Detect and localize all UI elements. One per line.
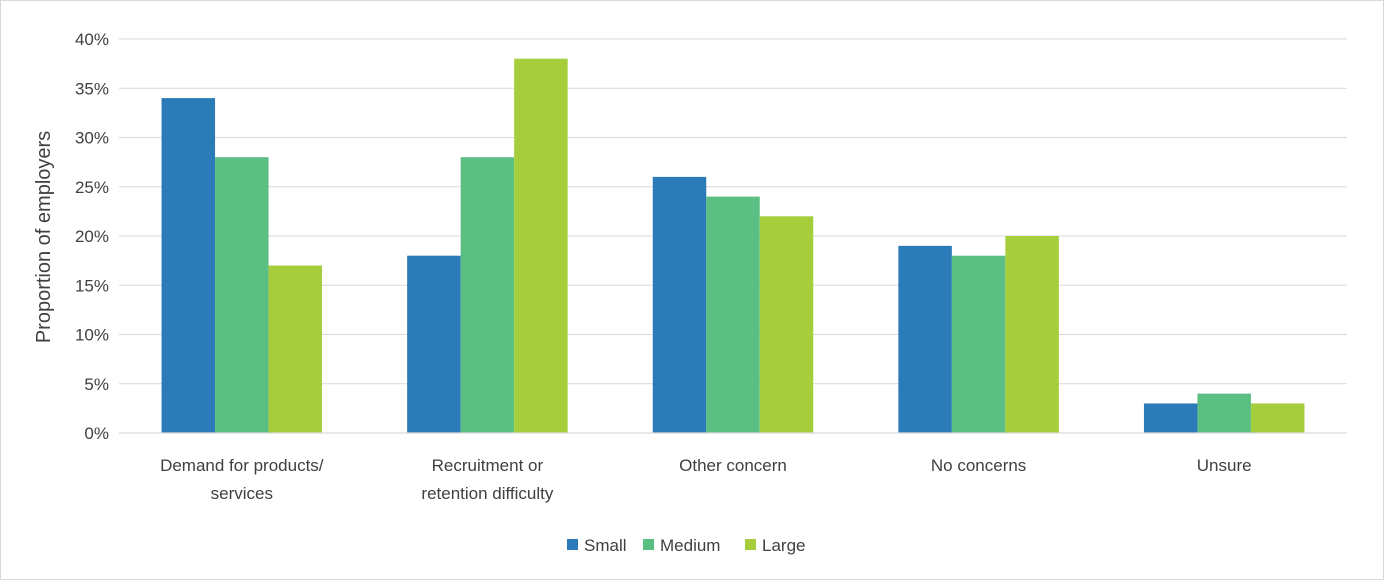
y-tick-label: 35% [75, 79, 109, 98]
legend-swatch-small [567, 539, 578, 550]
axes: 0% 5% 10% 15% 20% 25% 30% 35% 40% Demand for prod… [75, 30, 1347, 503]
legend-swatch-large [745, 539, 756, 550]
bar-small [407, 255, 461, 433]
legend-label-medium: Medium [660, 536, 720, 555]
y-tick-label: 20% [75, 227, 109, 246]
x-tick-label: No concerns [931, 456, 1026, 475]
bar-medium [215, 157, 269, 433]
y-axis-title: Proportion of employers [33, 131, 55, 343]
y-tick-label: 30% [75, 129, 109, 148]
x-tick-label: Unsure [1197, 456, 1252, 475]
bar-medium [951, 255, 1006, 433]
bar-large [1005, 236, 1059, 433]
bar-large [514, 58, 568, 433]
x-tick-label: Other concern [679, 456, 787, 475]
bars [161, 58, 1305, 433]
x-tick-label: Recruitment or [432, 456, 544, 475]
y-tick-label: 25% [75, 178, 109, 197]
x-tick-label: services [211, 484, 273, 503]
y-tick-label: 5% [84, 375, 109, 394]
y-tick-label: 0% [84, 424, 109, 443]
legend-swatch-medium [643, 539, 654, 550]
bar-large [1250, 403, 1305, 433]
bar-small [1143, 403, 1198, 433]
bar-small [652, 176, 707, 433]
bar-small [161, 98, 216, 433]
bar-small [898, 245, 952, 433]
bar-medium [1197, 393, 1251, 433]
legend-label-small: Small [584, 536, 627, 555]
x-tick-label: retention difficulty [421, 484, 553, 503]
x-tick-label: Demand for products/ [160, 456, 324, 475]
bar-large [759, 216, 814, 433]
legend-label-large: Large [762, 536, 805, 555]
y-tick-label: 10% [75, 326, 109, 345]
legend: Small Medium Large [567, 536, 805, 555]
bar-medium [706, 196, 760, 433]
bar-large [268, 265, 323, 433]
y-tick-label: 15% [75, 276, 109, 295]
bar-medium [460, 157, 515, 433]
y-tick-label: 40% [75, 30, 109, 49]
